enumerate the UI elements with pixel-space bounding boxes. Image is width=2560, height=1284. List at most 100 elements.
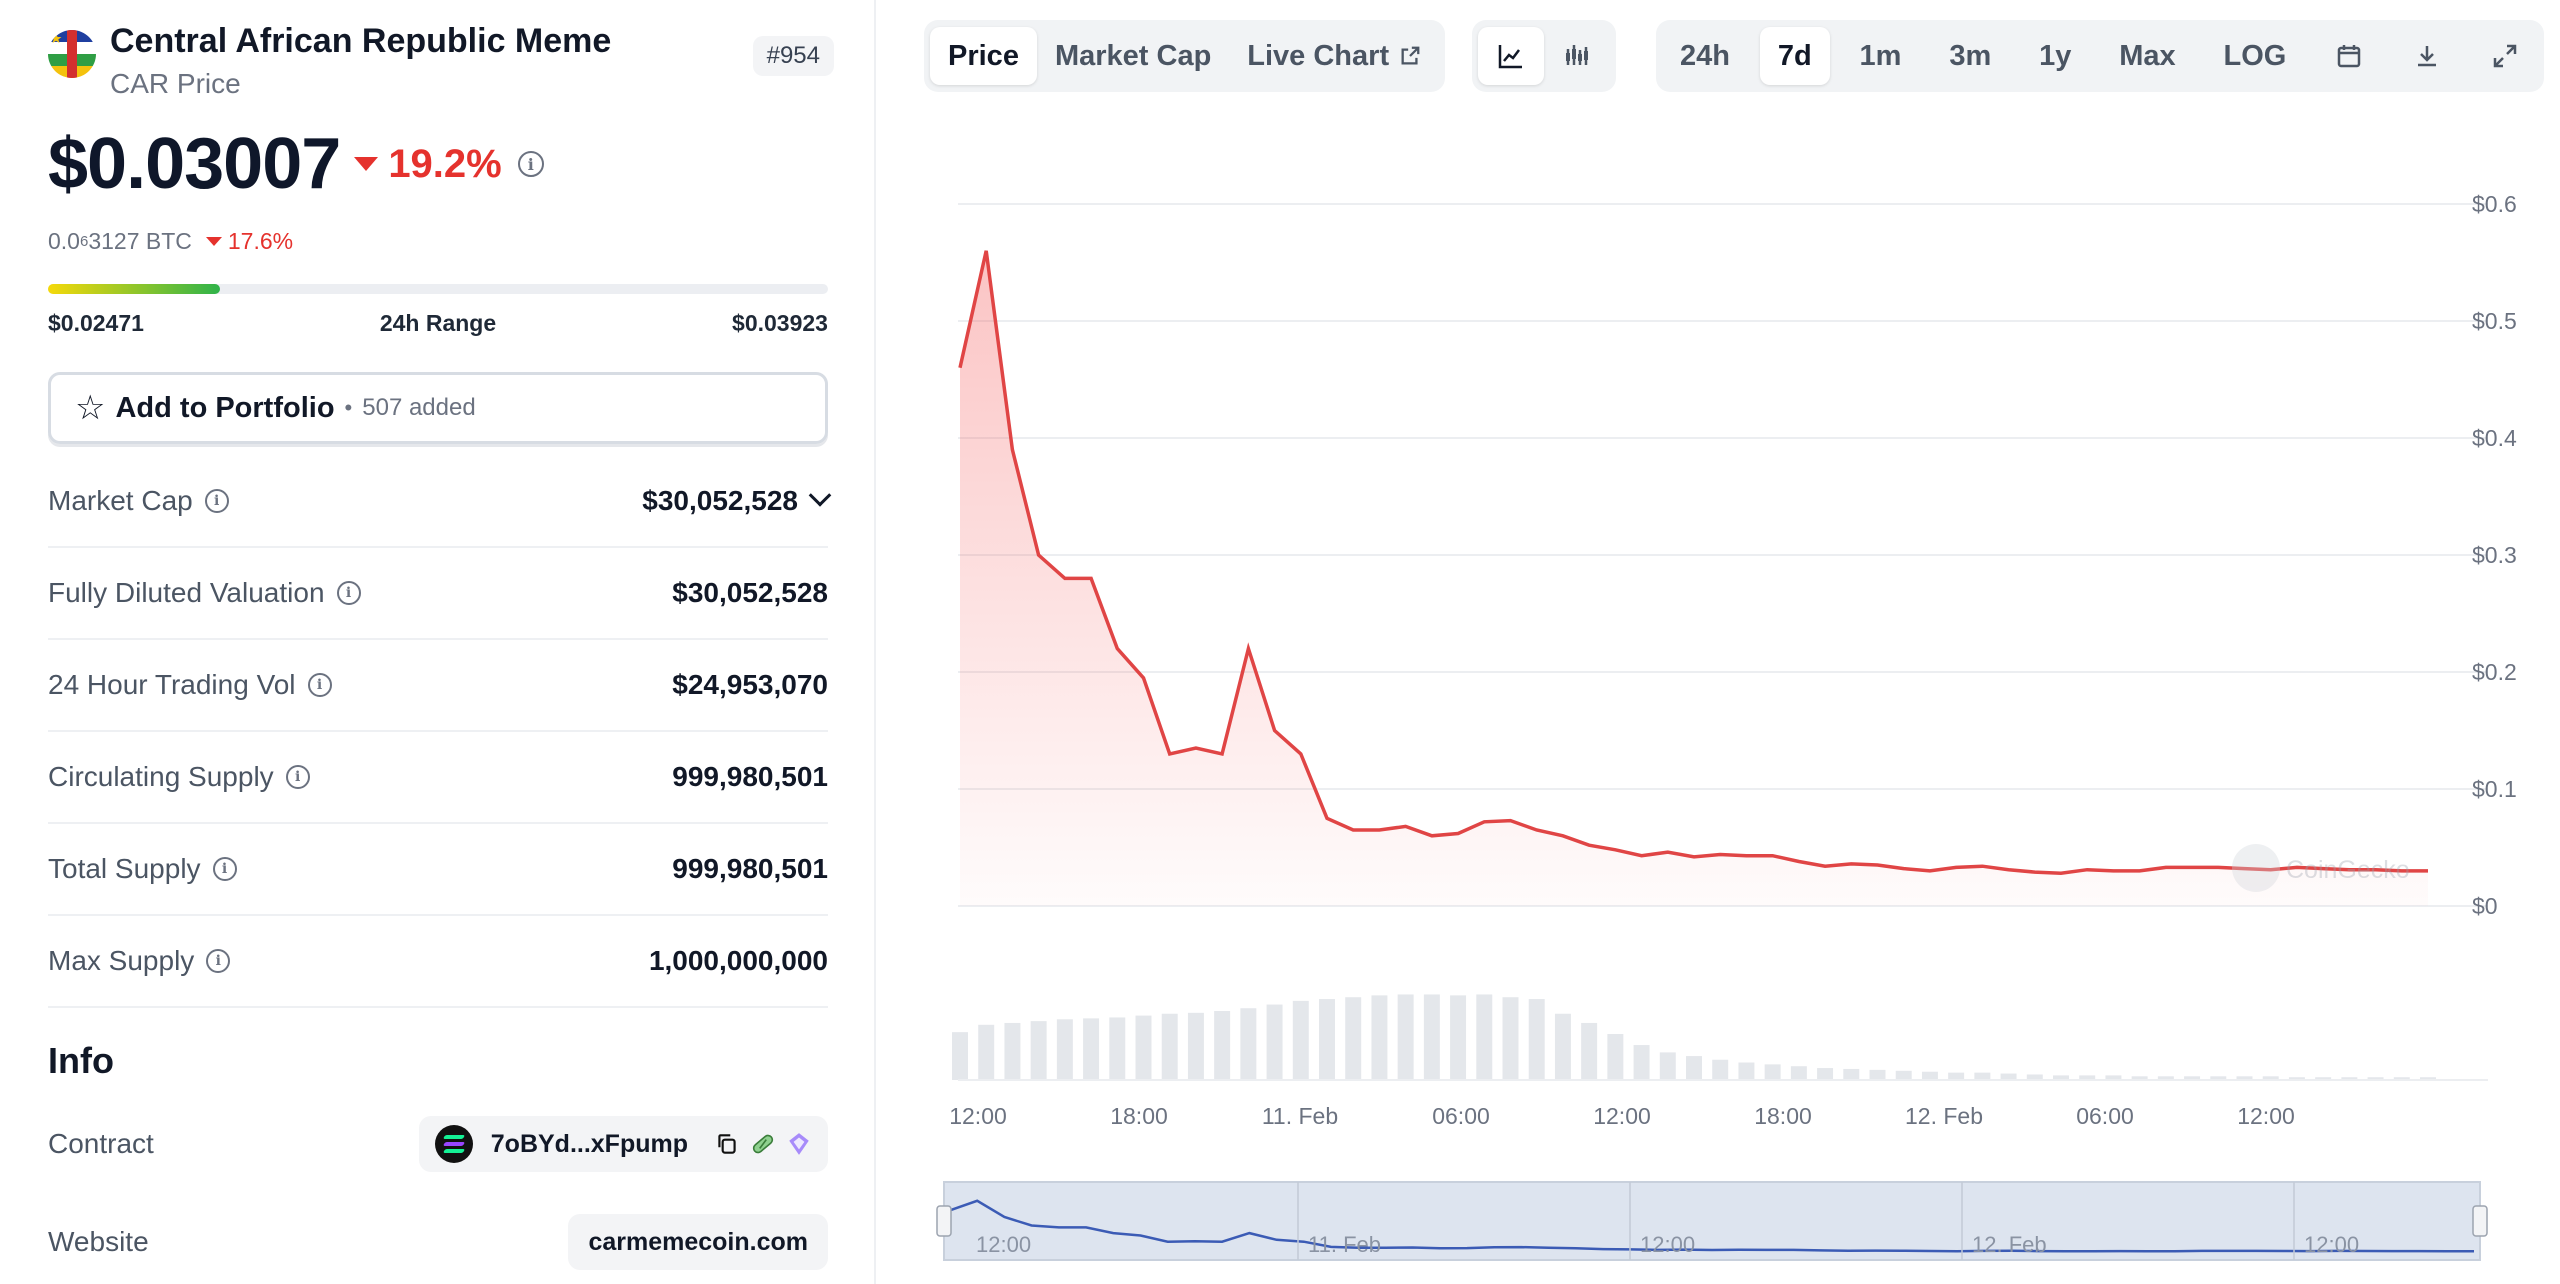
rank-badge: #954: [752, 36, 834, 76]
volume-bar: [1921, 1071, 1938, 1080]
range-low: $0.02471: [48, 310, 144, 336]
volume-bar: [1843, 1068, 1860, 1080]
navigator-handle[interactable]: [936, 1205, 952, 1237]
contract-pill[interactable]: 7oBYd...xFpump: [418, 1116, 828, 1172]
volume-bar: [1371, 995, 1388, 1080]
price-row: $0.03007 19.2% i: [48, 124, 544, 204]
y-tick-label: $0: [2472, 893, 2498, 919]
volume-bar: [2131, 1076, 2148, 1080]
add-to-portfolio-button[interactable]: ☆ Add to Portfolio • 507 added: [48, 372, 828, 444]
tab-price[interactable]: Price: [930, 27, 1037, 85]
range-bar-fill: [48, 284, 220, 294]
info-icon[interactable]: i: [204, 489, 229, 513]
line-chart-icon: [1498, 45, 1522, 69]
chart-type-tabs: Price Market Cap Live Chart: [924, 20, 1446, 92]
info-icon[interactable]: i: [212, 857, 237, 881]
volume-bar: [1423, 994, 1440, 1080]
volume-bar: [1004, 1022, 1021, 1080]
contract-label: Contract: [48, 1128, 154, 1159]
coin-info-panel: Central African Republic Meme CAR Price …: [0, 0, 876, 1284]
website-link[interactable]: carmemecoin.com: [568, 1214, 828, 1270]
navigator-window[interactable]: [943, 1181, 2481, 1261]
range-7d[interactable]: 7d: [1759, 27, 1830, 85]
navigator-tick-label: 12:00: [1640, 1232, 1695, 1257]
volume-bar: [1345, 997, 1362, 1080]
volume-bar: [1738, 1062, 1755, 1080]
copy-icon[interactable]: [714, 1131, 740, 1157]
y-tick-label: $0.5: [2472, 308, 2517, 334]
line-chart-button[interactable]: [1478, 27, 1544, 85]
info-icon[interactable]: i: [336, 581, 361, 605]
x-tick-label: 18:00: [1754, 1103, 1812, 1129]
volume-bar: [1135, 1015, 1152, 1080]
volume-bar: [2367, 1077, 2384, 1080]
range-3m[interactable]: 3m: [1949, 39, 1992, 72]
btc-price-row: 0.0 6 3127 BTC 17.6%: [48, 228, 293, 255]
pill-icon[interactable]: [750, 1131, 776, 1157]
volume-bar: [1319, 999, 1335, 1080]
x-tick-label: 12:00: [1593, 1103, 1651, 1129]
portfolio-count: 507 added: [362, 394, 476, 421]
volume-bar: [1056, 1019, 1073, 1080]
fullscreen-button[interactable]: [2472, 27, 2538, 85]
chart-navigator[interactable]: 12:00 11. Feb 12:00 12. Feb 12:00: [936, 1181, 2488, 1261]
info-icon[interactable]: i: [517, 151, 544, 177]
volume-bar: [1895, 1070, 1912, 1080]
stat-row-market-cap: Market Cap i $30,052,528: [48, 456, 832, 548]
stat-label: Fully Diluted Valuation: [48, 577, 325, 608]
volume-bar: [1633, 1045, 1650, 1080]
coin-name: Central African Republic Meme: [110, 22, 612, 60]
y-tick-label: $0.3: [2472, 542, 2517, 568]
explorer-icon[interactable]: [786, 1131, 812, 1157]
volume-bar: [1974, 1072, 1991, 1080]
navigator-handle[interactable]: [2472, 1205, 2488, 1237]
tab-live-chart[interactable]: Live Chart: [1229, 27, 1439, 85]
volume-bar: [2288, 1077, 2305, 1080]
volume-bar: [2000, 1073, 2017, 1080]
volume-bar: [1161, 1013, 1178, 1080]
range-labels: $0.02471 24h Range $0.03923: [48, 310, 828, 337]
chevron-down-icon: [808, 484, 832, 507]
stat-row-max-supply: Max Supply i 1,000,000,000: [48, 916, 828, 1008]
volume-bar: [2079, 1075, 2096, 1080]
btc-price-prefix: 0.0: [48, 228, 80, 254]
current-price: $0.03007: [48, 124, 341, 204]
volume-bar: [1607, 1034, 1624, 1080]
info-icon[interactable]: i: [206, 949, 231, 973]
volume-bar: [1030, 1021, 1047, 1080]
time-range-tabs: 24h 7d 1m 3m 1y Max LOG: [1656, 20, 2544, 92]
info-icon[interactable]: i: [285, 765, 310, 789]
candlestick-button[interactable]: [1544, 27, 1610, 85]
contract-row: Contract 7oBYd...xFpump: [48, 1116, 828, 1172]
stat-value: 1,000,000,000: [648, 945, 828, 976]
volume-bar: [2315, 1077, 2332, 1080]
y-tick-label: $0.1: [2472, 776, 2517, 802]
navigator-line: [949, 1199, 2474, 1253]
price-chart[interactable]: $0 $0.1 $0.2 $0.3 $0.4 $0.5 $0.6 CoinGecko 12:…: [878, 150, 2560, 1284]
volume-bar: [1712, 1059, 1729, 1080]
calendar-button[interactable]: [2316, 27, 2382, 85]
market-cap-dropdown[interactable]: $30,052,528: [642, 484, 832, 517]
range-24h[interactable]: 24h: [1680, 39, 1730, 72]
navigator-tick-label: 12:00: [976, 1232, 1031, 1257]
stat-label: Total Supply: [48, 853, 201, 884]
download-button[interactable]: [2394, 27, 2460, 85]
coin-symbol-subtitle: CAR Price: [110, 68, 241, 99]
volume-bar: [1869, 1069, 1886, 1080]
range-1m[interactable]: 1m: [1859, 39, 1902, 72]
coin-header: Central African Republic Meme CAR Price …: [48, 14, 838, 104]
solana-icon: [434, 1125, 473, 1163]
stat-label: Market Cap: [48, 485, 193, 516]
volume-bar: [1686, 1056, 1702, 1080]
price-change-24h: 19.2%: [388, 141, 502, 186]
log-toggle[interactable]: LOG: [2223, 39, 2287, 72]
external-link-icon: [1401, 46, 1420, 65]
tab-market-cap[interactable]: Market Cap: [1054, 39, 1212, 72]
range-max[interactable]: Max: [2119, 39, 2176, 72]
range-1y[interactable]: 1y: [2039, 39, 2072, 72]
volume-bar: [2262, 1076, 2279, 1080]
x-tick-label: 18:00: [1110, 1103, 1168, 1129]
range-high: $0.03923: [732, 310, 828, 336]
stat-label: Circulating Supply: [48, 761, 274, 792]
info-icon[interactable]: i: [307, 673, 332, 697]
